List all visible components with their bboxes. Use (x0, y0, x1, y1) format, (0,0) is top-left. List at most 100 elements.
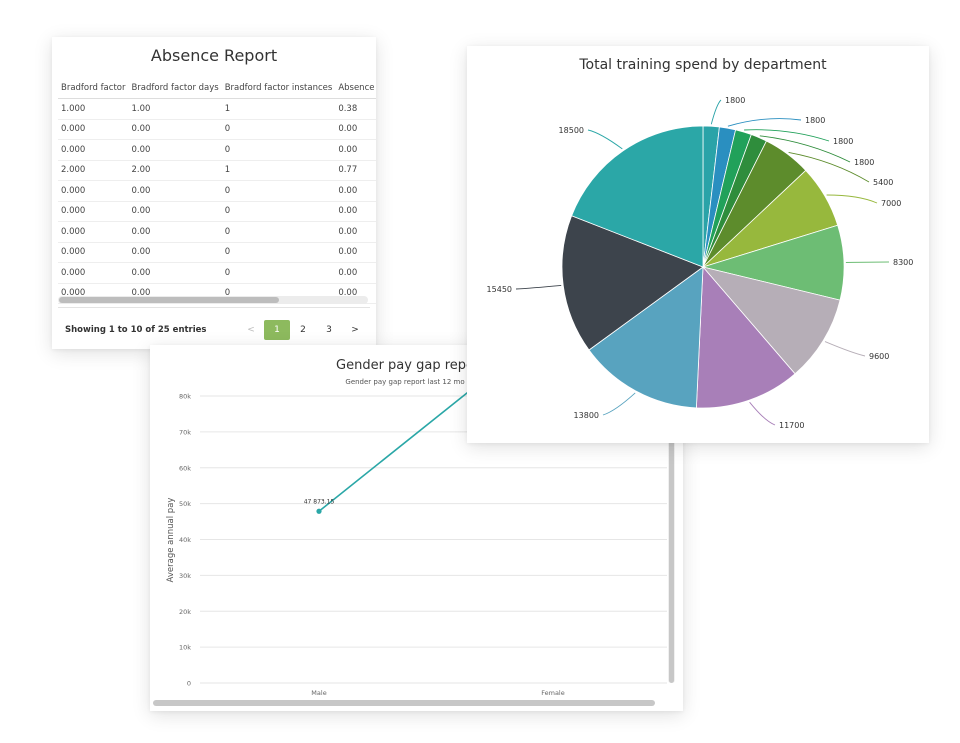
leader-line (845, 261, 890, 263)
column-header[interactable]: Bradford factor instances (221, 78, 336, 99)
y-tick-label: 10k (179, 644, 191, 652)
table-cell: 0.38 (335, 98, 376, 120)
page-button-3[interactable]: 3 (326, 325, 332, 335)
table-header-row: Bradford factor Bradford factor days Bra… (58, 78, 376, 99)
slice-label: 15450 (487, 285, 512, 294)
scrollbar-thumb[interactable] (59, 297, 279, 303)
horizontal-scrollbar[interactable] (153, 700, 655, 706)
table-cell: 0.00 (128, 201, 222, 222)
previous-page-button[interactable]: < (247, 325, 255, 335)
leader-line (710, 99, 722, 125)
next-page-button[interactable]: > (351, 325, 359, 335)
table-cell: 0.00 (335, 119, 376, 140)
table-cell: 0.000 (58, 262, 129, 284)
y-tick-label: 20k (179, 608, 191, 616)
slice-label: 8300 (893, 258, 913, 267)
table-cell: 0 (221, 262, 336, 284)
table-cell: 2.000 (58, 160, 129, 181)
slice-label: 18500 (559, 126, 584, 135)
table-cell: 0.00 (128, 119, 222, 140)
table-cell: 0.000 (58, 242, 129, 263)
table-cell: 0.000 (58, 201, 129, 222)
pie-slices (561, 125, 845, 409)
training-spend-card: Total training spend by department 1800 1… (467, 46, 929, 443)
pie-slice[interactable] (701, 266, 841, 375)
absence-report-card: Absence Report Bradford factor Bradford … (52, 37, 376, 349)
absence-table: Bradford factor Bradford factor days Bra… (58, 78, 376, 304)
leader-line (587, 129, 623, 150)
table-row[interactable]: 0.000 0.00 0 0.00 (58, 201, 376, 222)
slice-label: 1800 (725, 96, 745, 105)
slice-label: 7000 (881, 199, 901, 208)
slice-label: 1800 (833, 137, 853, 146)
leader-line (824, 341, 866, 357)
page-button-1[interactable]: 1 (264, 320, 290, 340)
y-tick-label: 0 (187, 680, 191, 688)
column-header[interactable]: Absence ra (335, 78, 376, 99)
x-axis-ticks: Male Female (311, 689, 564, 697)
table-cell: 0.77 (335, 160, 376, 181)
leader-line (759, 135, 851, 163)
entries-info: Showing 1 to 10 of 25 entries (65, 325, 207, 335)
y-axis-ticks: 0 10k 20k 30k 40k 50k 60k 70k 80k (179, 393, 191, 688)
table-row[interactable]: 0.000 0.00 0 0.00 (58, 242, 376, 263)
vertical-scrollbar[interactable] (668, 345, 675, 683)
table-cell: 0.00 (128, 180, 222, 202)
table-cell: 0.00 (128, 262, 222, 284)
table-cell: 0.000 (58, 119, 129, 140)
table-row[interactable]: 0.000 0.00 0 0.00 (58, 139, 376, 161)
absence-report-title: Absence Report (150, 46, 278, 65)
pie-slice[interactable] (588, 266, 704, 409)
y-tick-label: 80k (179, 393, 191, 401)
slice-label: 1800 (805, 116, 825, 125)
leader-line (749, 401, 776, 426)
table-footer: Showing 1 to 10 of 25 entries < 1 2 3 > (58, 307, 370, 348)
pie-slice[interactable] (561, 215, 704, 351)
gridlines (200, 395, 667, 684)
slice-label: 5400 (873, 178, 893, 187)
table-cell: 0.000 (58, 180, 129, 202)
column-header[interactable]: Bradford factor days (128, 78, 222, 99)
table-cell: 0.00 (335, 221, 376, 243)
table-cell: 1.000 (58, 98, 129, 120)
table-row[interactable]: 1.000 1.00 1 0.38 (58, 98, 376, 120)
table-cell: 0.00 (335, 201, 376, 222)
leader-line (826, 194, 878, 204)
leader-line (602, 392, 636, 416)
table-row[interactable]: 0.000 0.00 0 0.00 (58, 180, 376, 202)
table-cell: 0 (221, 201, 336, 222)
x-tick-label: Male (311, 689, 326, 697)
leader-line (515, 284, 562, 290)
data-point[interactable] (316, 508, 322, 514)
table-cell: 2.00 (128, 160, 222, 181)
pie-slice[interactable] (571, 125, 704, 268)
table-cell: 1 (221, 98, 336, 120)
table-cell: 0 (221, 180, 336, 202)
x-tick-label: Female (541, 689, 565, 697)
pagination: < 1 2 3 > (238, 320, 368, 340)
y-tick-label: 50k (179, 500, 191, 508)
table-cell: 0.00 (128, 242, 222, 263)
y-tick-label: 60k (179, 464, 191, 472)
page-button-2[interactable]: 2 (300, 325, 306, 335)
leader-line (744, 129, 830, 142)
y-tick-label: 70k (179, 428, 191, 436)
table-row[interactable]: 0.000 0.00 0 0.00 (58, 119, 376, 140)
table-cell: 0.000 (58, 221, 129, 243)
table-cell: 0.00 (335, 262, 376, 284)
slice-label: 13800 (574, 411, 599, 420)
table-cell: 0.00 (128, 139, 222, 161)
training-spend-chart: Total training spend by department 1800 1… (487, 57, 914, 430)
pie-slice[interactable] (695, 265, 796, 409)
table-row[interactable]: 0.000 0.00 0 0.00 (58, 262, 376, 284)
table-row[interactable]: 2.000 2.00 1 0.77 (58, 160, 376, 181)
chart-title: Total training spend by department (578, 57, 827, 73)
scrollbar-thumb[interactable] (669, 345, 674, 683)
table-cell: 0 (221, 139, 336, 161)
gender-pay-gap-chart: Gender pay gap repo Gender pay gap repor… (166, 345, 667, 697)
table-row[interactable]: 0.000 0.00 0 0.00 (58, 221, 376, 243)
horizontal-scrollbar[interactable] (58, 296, 368, 304)
chart-subtitle: Gender pay gap report last 12 mo (345, 378, 464, 386)
y-tick-label: 40k (179, 536, 191, 544)
column-header[interactable]: Bradford factor (58, 78, 129, 99)
